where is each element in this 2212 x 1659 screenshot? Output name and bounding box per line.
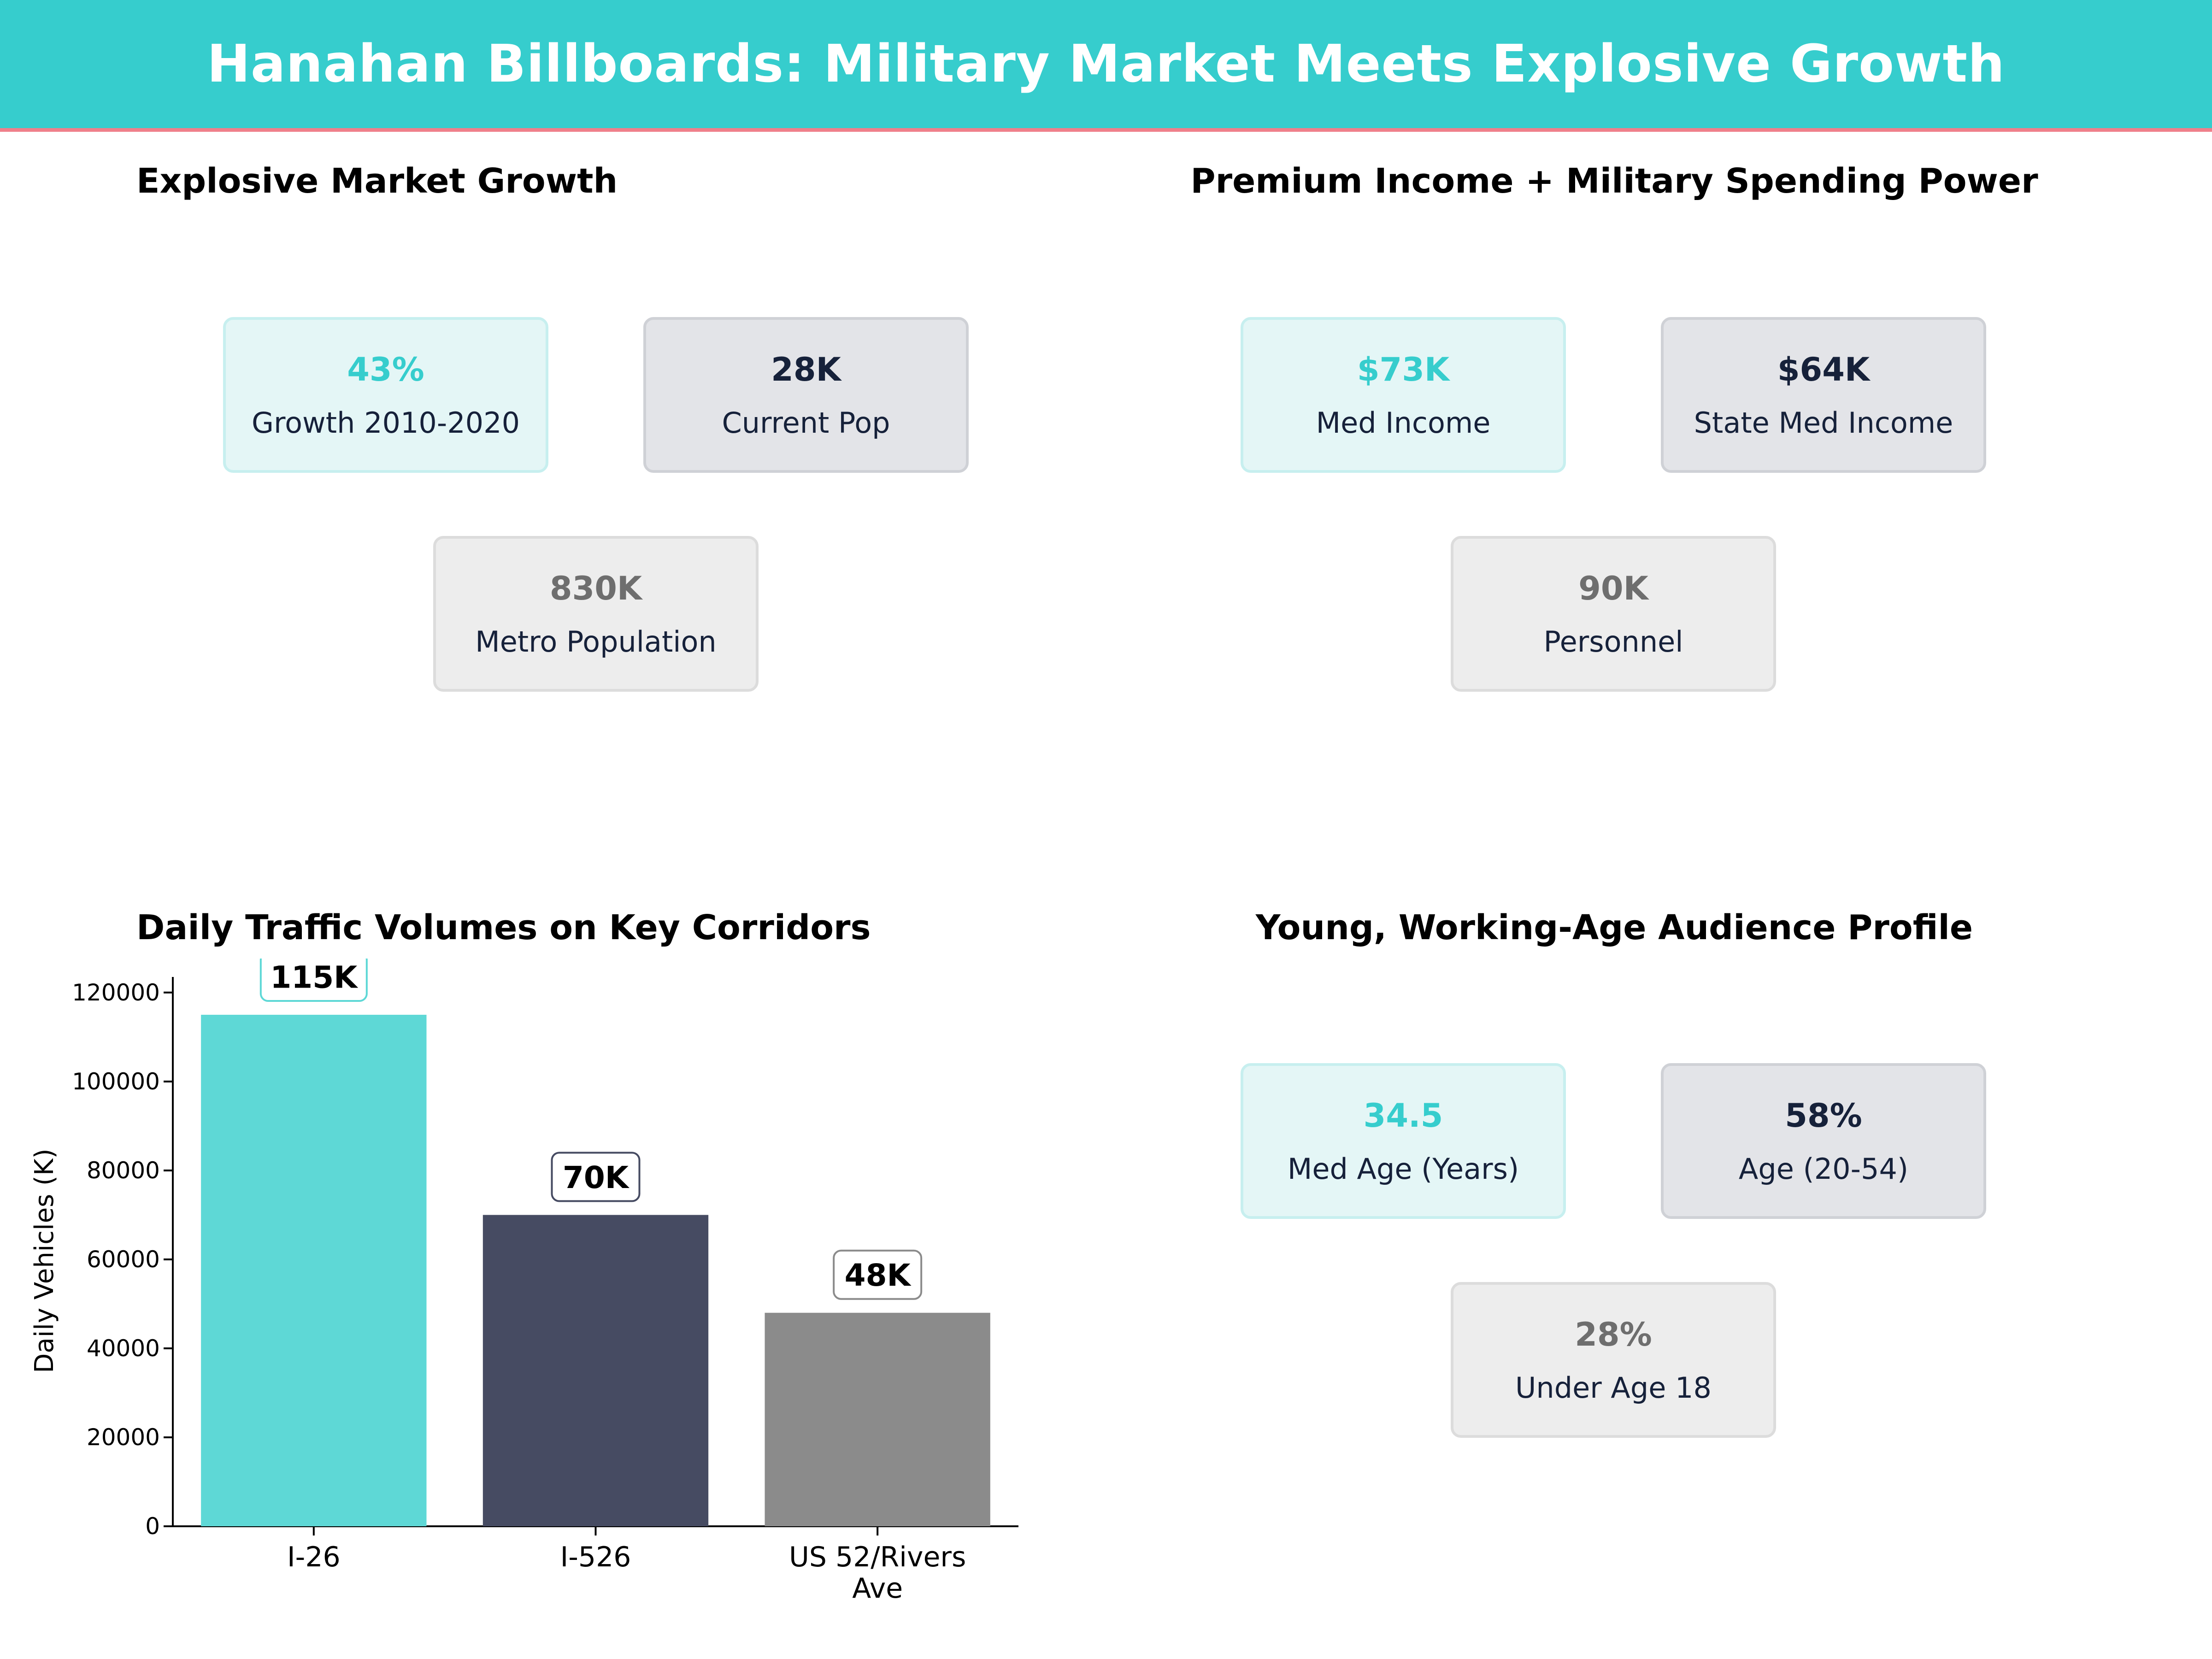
data-label-box <box>259 959 368 1002</box>
working-age-card: 58% Age (20-54) <box>1661 1063 1986 1219</box>
page-title: Hanahan Billboards: Military Market Meet… <box>207 34 2005 94</box>
personnel-label: Personnel <box>1543 624 1683 659</box>
metro-pop-value: 830K <box>549 569 642 607</box>
under-18-card: 28% Under Age 18 <box>1451 1282 1776 1438</box>
audience-panel-title: Young, Working-Age Audience Profile <box>1255 908 1973 947</box>
y-tick-label: 60000 <box>87 1246 160 1273</box>
y-tick-label: 40000 <box>87 1335 160 1362</box>
med-income-label: Med Income <box>1316 406 1491 440</box>
personnel-value: 90K <box>1578 569 1648 607</box>
under-18-label: Under Age 18 <box>1515 1371 1712 1405</box>
traffic-bar-chart: 0 20000 40000 60000 80000 100000 120000 Daily V… <box>29 959 1018 1605</box>
data-label: 115K <box>270 960 359 995</box>
x-tick-label: Ave <box>852 1572 903 1605</box>
data-label: 70K <box>563 1160 630 1195</box>
state-income-card: $64K State Med Income <box>1661 317 1986 473</box>
current-pop-card: 28K Current Pop <box>643 317 969 473</box>
x-tick-label: I-26 <box>287 1541 341 1573</box>
growth-rate-value: 43% <box>347 350 424 388</box>
personnel-card: 90K Personnel <box>1451 536 1776 692</box>
bar-I-526 <box>482 1215 709 1526</box>
income-panel-title: Premium Income + Military Spending Power <box>1190 161 2038 201</box>
med-age-label: Med Age (Years) <box>1287 1152 1519 1186</box>
state-income-label: State Med Income <box>1694 406 1953 440</box>
metro-pop-card: 830K Metro Population <box>433 536 759 692</box>
state-income-value: $64K <box>1777 350 1870 388</box>
current-pop-value: 28K <box>771 350 841 388</box>
y-tick-label: 20000 <box>87 1424 160 1451</box>
y-tick-label: 80000 <box>87 1157 160 1184</box>
growth-rate-card: 43% Growth 2010-2020 <box>223 317 548 473</box>
bar-US 52/Rivers Ave <box>765 1312 990 1526</box>
y-tick-label: 100000 <box>72 1068 160 1095</box>
metro-pop-label: Metro Population <box>475 624 717 659</box>
x-tick-label: US 52/Rivers <box>789 1541 966 1573</box>
data-label-box <box>833 1249 923 1300</box>
x-tick-label: I-526 <box>560 1541 631 1573</box>
header-banner: Hanahan Billboards: Military Market Meet… <box>0 0 2212 132</box>
working-age-value: 58% <box>1785 1096 1862 1135</box>
bar-I-26 <box>201 1015 427 1526</box>
y-axis-label: Daily Vehicles (K) <box>29 1148 59 1373</box>
med-income-value: $73K <box>1357 350 1450 388</box>
y-tick-label: 120000 <box>72 979 160 1006</box>
med-income-card: $73K Med Income <box>1241 317 1566 473</box>
y-tick-label: 0 <box>145 1513 160 1540</box>
traffic-panel-title: Daily Traffic Volumes on Key Corridors <box>136 908 871 947</box>
data-label-box <box>551 1152 641 1202</box>
data-label: 48K <box>845 1258 912 1293</box>
med-age-value: 34.5 <box>1363 1096 1443 1135</box>
working-age-label: Age (20-54) <box>1738 1152 1909 1186</box>
growth-rate-label: Growth 2010-2020 <box>251 406 520 440</box>
growth-panel-title: Explosive Market Growth <box>136 161 618 201</box>
under-18-value: 28% <box>1575 1315 1652 1353</box>
med-age-card: 34.5 Med Age (Years) <box>1241 1063 1566 1219</box>
current-pop-label: Current Pop <box>722 406 890 440</box>
